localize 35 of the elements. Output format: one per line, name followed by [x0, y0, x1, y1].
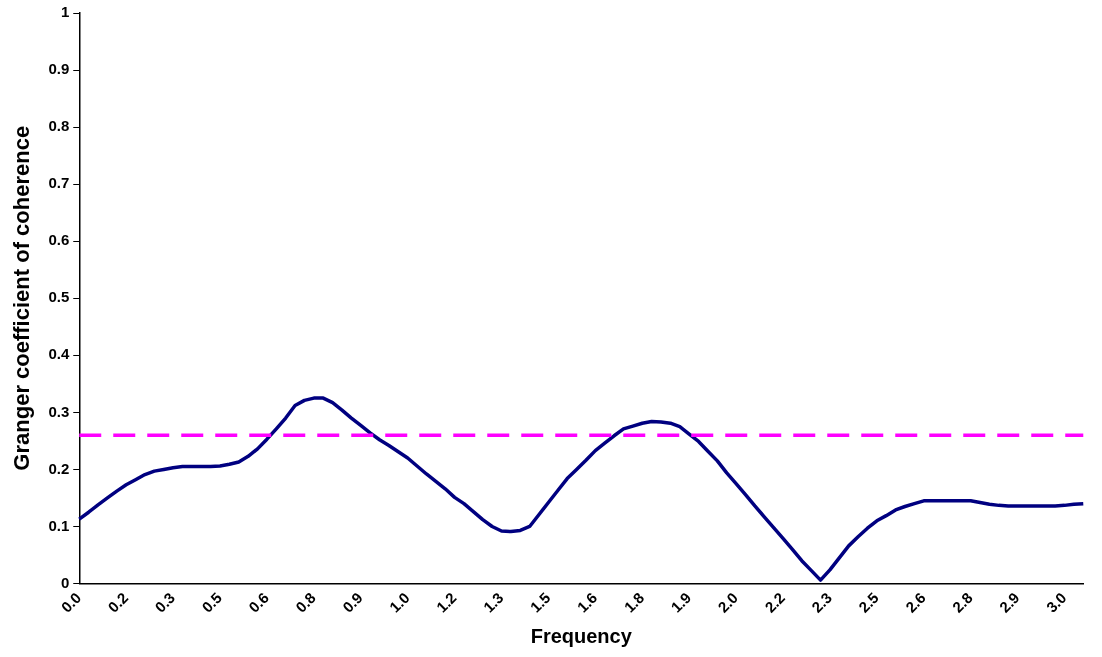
x-tick-label: 1.9	[667, 588, 695, 616]
y-tick-label: 0.2	[48, 459, 70, 477]
y-tick-label: 0.9	[48, 60, 70, 78]
x-tick-label: 0.0	[57, 588, 85, 616]
y-tick-label: 0.8	[48, 117, 70, 135]
x-tick-label: 0.8	[292, 588, 319, 616]
x-tick-label: 1.6	[573, 588, 601, 616]
x-tick-label: 2.0	[714, 588, 742, 616]
y-tick-label: 1	[60, 3, 70, 21]
x-tick-label: 2.3	[808, 588, 835, 616]
x-tick-label: 0.2	[104, 588, 132, 616]
x-tick-label: 1.0	[385, 588, 413, 616]
x-tick-label: 0.5	[198, 588, 226, 616]
y-tick-label: 0.5	[48, 288, 70, 306]
x-tick-label: 1.5	[526, 588, 554, 616]
x-tick-label: 1.3	[479, 588, 507, 616]
x-tick-label: 2.8	[948, 588, 976, 616]
x-tick-label: 0.9	[339, 588, 366, 616]
x-tick-label: 0.6	[245, 588, 272, 616]
x-axis-title: Frequency	[530, 624, 633, 647]
x-tick-label: 0.3	[151, 588, 179, 616]
x-tick-label: 1.8	[620, 588, 648, 616]
y-tick-label: 0.1	[48, 516, 70, 534]
y-tick-label: 0.6	[48, 231, 70, 249]
x-tick-label: 2.6	[902, 588, 929, 616]
y-tick-label: 0.3	[48, 402, 70, 420]
x-tick-label: 2.2	[761, 588, 789, 616]
y-tick-label: 0.4	[48, 345, 70, 363]
x-tick-label: 1.2	[432, 588, 460, 616]
x-tick-label: 2.5	[855, 588, 882, 616]
y-tick-label: 0	[60, 573, 70, 591]
y-axis-title: Granger coefficient of coherence	[9, 125, 35, 471]
x-tick-label: 2.9	[995, 588, 1023, 616]
x-tick-label: 3.0	[1042, 588, 1070, 616]
y-tick-label: 0.7	[48, 174, 70, 192]
